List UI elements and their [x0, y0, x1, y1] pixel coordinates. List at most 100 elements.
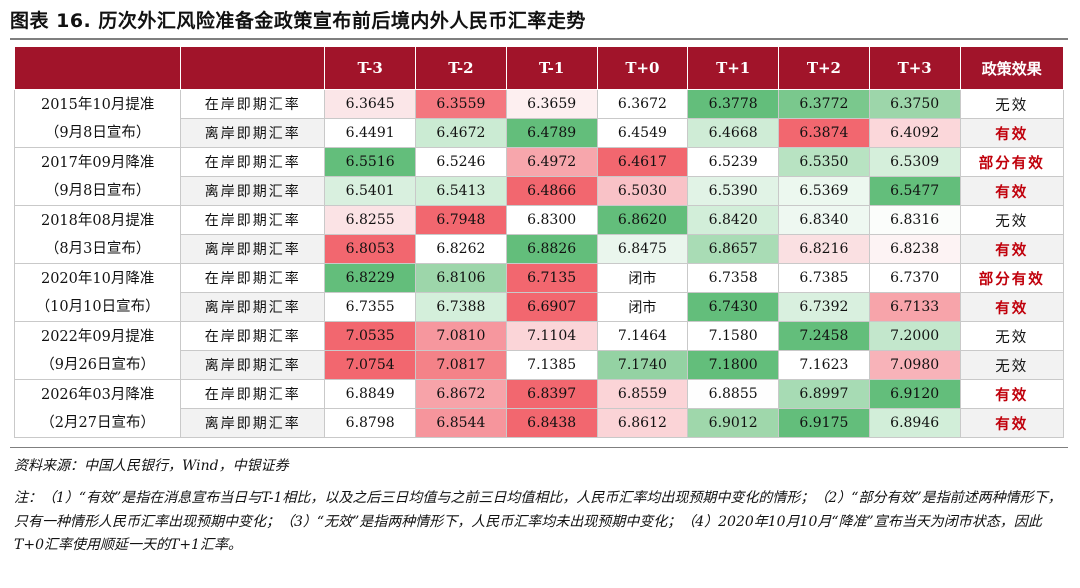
header-policy	[13, 46, 182, 90]
fx-value-cell: 6.8946	[868, 408, 961, 438]
policy-event-cell: 2026年03月降准 （2月27日宣布）	[13, 379, 182, 438]
source-note: 资料来源：中国人民银行，Wind，中银证券	[14, 458, 289, 474]
fx-value-cell: 6.5516	[324, 147, 417, 177]
rate-type-cell: 在岸即期汇率	[180, 321, 326, 351]
fx-value-cell: 6.4491	[324, 118, 417, 148]
fx-value-cell: 6.5030	[596, 176, 689, 206]
fx-value-cell: 6.7370	[868, 263, 961, 293]
rate-type-cell: 离岸即期汇率	[180, 118, 326, 148]
fx-value-cell: 6.7388	[415, 292, 507, 322]
fx-value-cell: 6.8340	[778, 205, 870, 235]
fx-value-cell: 6.8438	[505, 408, 598, 438]
figure-title: 图表 16. 历次外汇风险准备金政策宣布前后境内外人民币汇率走势	[10, 10, 586, 32]
fx-value-cell: 6.7948	[415, 205, 507, 235]
title-divider	[10, 38, 1068, 40]
fx-value-cell: 6.8612	[596, 408, 689, 438]
policy-event-cell: 2018年08月提准 （8月3日宣布）	[13, 205, 182, 264]
policy-event-label: 2018年08月提准	[40, 212, 155, 229]
header-t2: T+2	[778, 46, 870, 90]
fx-value-cell: 7.1104	[505, 321, 598, 351]
rate-type-cell: 在岸即期汇率	[180, 89, 326, 119]
fx-value-cell: 6.8544	[415, 408, 507, 438]
policy-effect-cell: 部分有效	[959, 263, 1065, 293]
fx-value-cell: 6.4789	[505, 118, 598, 148]
rate-type-cell: 离岸即期汇率	[180, 408, 326, 438]
header-t3: T+3	[868, 46, 961, 90]
fx-value-cell: 6.8620	[596, 205, 689, 235]
header-t-2: T-2	[415, 46, 507, 90]
policy-announce-date: （10月10日宣布）	[35, 298, 160, 315]
header-row: T-3 T-2 T-1 T+0 T+1 T+2 T+3 政策效果	[13, 46, 1065, 90]
fx-value-cell: 6.8826	[505, 234, 598, 264]
fx-value-cell: 7.0810	[415, 321, 507, 351]
fx-value-cell: 6.5246	[415, 147, 507, 177]
fx-value-cell: 6.8255	[324, 205, 417, 235]
policy-event-label: 2015年10月提准	[40, 96, 155, 113]
fx-value-cell: 6.8420	[687, 205, 780, 235]
table-row: 2018年08月提准 （8月3日宣布） 在岸即期汇率 6.8255 6.7948 6.83…	[13, 205, 1065, 264]
policy-effect-cell: 无效	[959, 205, 1065, 235]
fx-value-cell: 6.3645	[324, 89, 417, 119]
fx-value-cell: 7.0980	[868, 350, 961, 380]
fx-value-cell: 6.6907	[505, 292, 598, 322]
rate-type-cell: 在岸即期汇率	[180, 205, 326, 235]
fx-value-cell: 6.8216	[778, 234, 870, 264]
fx-value-cell: 7.0754	[324, 350, 417, 380]
policy-effect-cell: 有效	[959, 118, 1065, 148]
fx-value-cell: 6.3750	[868, 89, 961, 119]
fx-value-cell: 6.7392	[778, 292, 870, 322]
fx-value-cell: 6.9120	[868, 379, 961, 409]
fx-value-cell: 7.1580	[687, 321, 780, 351]
table-body: 2015年10月提准 （9月8日宣布） 在岸即期汇率 6.3645 6.3559 6.36…	[13, 89, 1065, 438]
fx-value-cell: 6.7358	[687, 263, 780, 293]
fx-value-cell: 6.4972	[505, 147, 598, 177]
fx-value-cell: 6.4672	[415, 118, 507, 148]
policy-effect-cell: 有效	[959, 292, 1065, 322]
fx-value-cell: 6.7135	[505, 263, 598, 293]
table-row: 离岸即期汇率 6.7355 6.7388 6.6907 闭市 6.7430 6.7392 6.…	[15, 292, 1065, 322]
fx-value-cell: 7.2000	[868, 321, 961, 351]
fx-value-cell: 6.7385	[778, 263, 870, 293]
fx-value-cell: 7.0817	[415, 350, 507, 380]
policy-effect-cell: 有效	[959, 408, 1065, 438]
header-t-1: T-1	[505, 46, 598, 90]
policy-effect-cell: 无效	[959, 350, 1065, 380]
rate-type-cell: 在岸即期汇率	[180, 379, 326, 409]
rate-type-cell: 离岸即期汇率	[180, 176, 326, 206]
policy-event-label: 2017年09月降准	[40, 154, 155, 171]
fx-value-cell: 6.9012	[687, 408, 780, 438]
fx-value-cell: 6.5413	[415, 176, 507, 206]
fx-value-cell: 7.1740	[596, 350, 689, 380]
fx-value-cell: 6.4092	[868, 118, 961, 148]
table-row: 2026年03月降准 （2月27日宣布） 在岸即期汇率 6.8849 6.8672 6.8…	[13, 379, 1065, 438]
fx-value-cell: 6.7430	[687, 292, 780, 322]
fx-value-cell: 7.1623	[778, 350, 870, 380]
fx-table: T-3 T-2 T-1 T+0 T+1 T+2 T+3 政策效果 2015年10…	[13, 46, 1065, 438]
fx-value-cell: 6.8798	[324, 408, 417, 438]
fx-value-cell: 6.8397	[505, 379, 598, 409]
fx-value-cell: 闭市	[596, 292, 689, 322]
fx-value-cell: 6.8997	[778, 379, 870, 409]
fx-value-cell: 6.7133	[868, 292, 961, 322]
rate-type-cell: 在岸即期汇率	[180, 147, 326, 177]
table-row: 离岸即期汇率 6.8053 6.8262 6.8826 6.8475 6.8657 6.82…	[15, 234, 1065, 264]
fx-value-cell: 6.3559	[415, 89, 507, 119]
fx-value-cell: 7.0535	[324, 321, 417, 351]
fx-value-cell: 6.5309	[868, 147, 961, 177]
fx-value-cell: 6.4617	[596, 147, 689, 177]
fx-value-cell: 6.8106	[415, 263, 507, 293]
policy-effect-cell: 有效	[959, 234, 1065, 264]
policy-announce-date: （9月8日宣布）	[44, 182, 151, 199]
fx-value-cell: 6.7355	[324, 292, 417, 322]
table-row: 2015年10月提准 （9月8日宣布） 在岸即期汇率 6.3645 6.3559 6.36…	[13, 89, 1065, 148]
fx-value-cell: 6.3772	[778, 89, 870, 119]
fx-value-cell: 6.4549	[596, 118, 689, 148]
fx-value-cell: 6.8262	[415, 234, 507, 264]
policy-event-label: 2026年03月降准	[40, 386, 155, 403]
rate-type-cell: 离岸即期汇率	[180, 350, 326, 380]
source-divider	[10, 447, 1068, 448]
table-row: 离岸即期汇率 6.5401 6.5413 6.4866 6.5030 6.5390 6.53…	[15, 176, 1065, 206]
policy-announce-date: （9月8日宣布）	[44, 124, 151, 141]
fx-value-cell: 6.8559	[596, 379, 689, 409]
policy-event-label: 2022年09月提准	[40, 328, 155, 345]
